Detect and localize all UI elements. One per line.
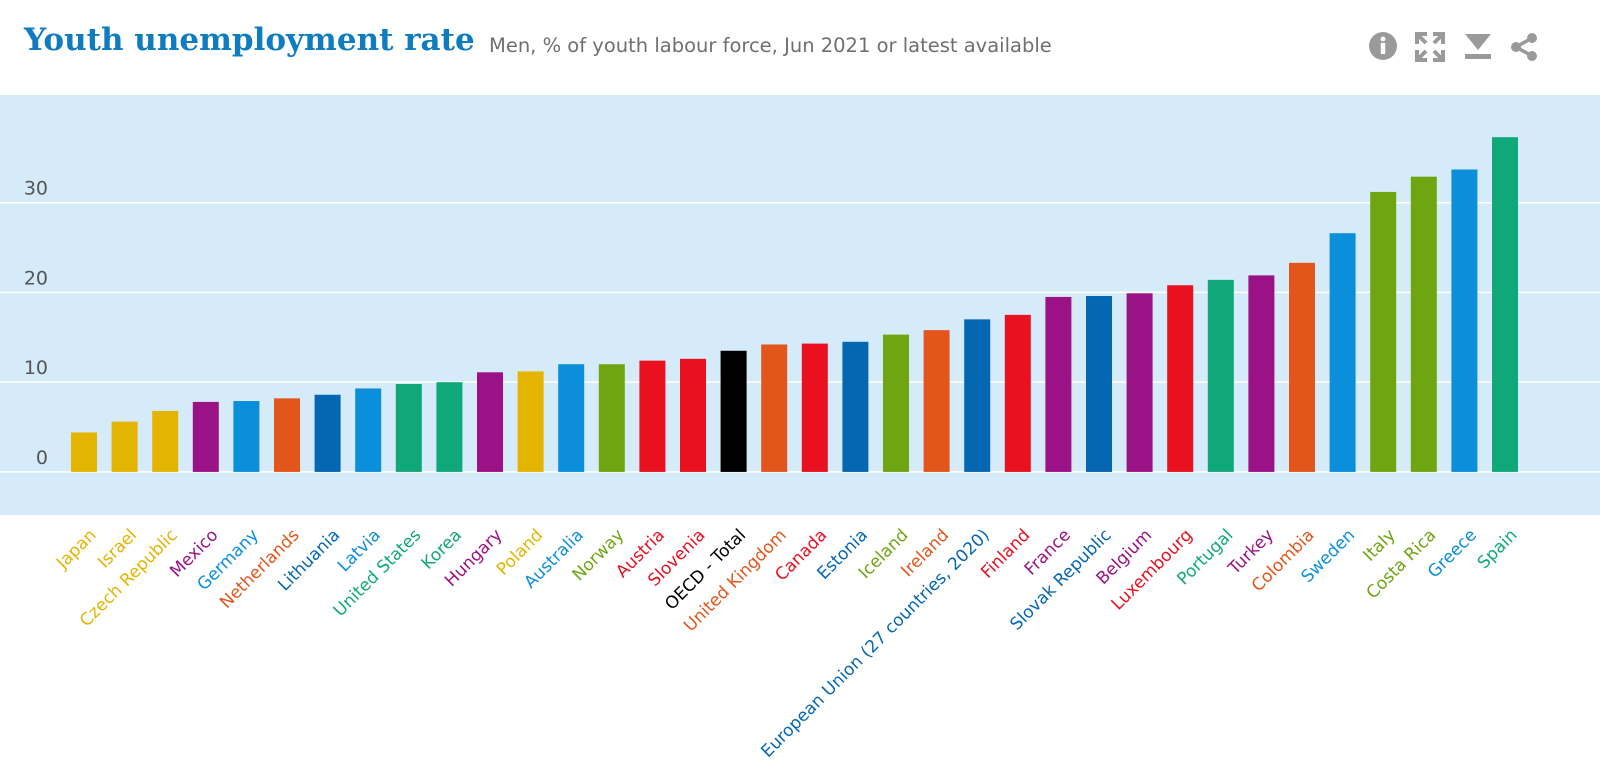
bar-spain[interactable]	[1492, 137, 1518, 472]
bar-finland[interactable]	[1004, 314, 1031, 472]
category-label: Japan	[52, 525, 100, 573]
info-icon	[1369, 32, 1397, 60]
bar-norway[interactable]	[598, 364, 625, 472]
share-button[interactable]	[1507, 30, 1541, 64]
bar-austria[interactable]	[639, 360, 666, 472]
bar-germany[interactable]	[233, 401, 260, 472]
bar-lithuania[interactable]	[314, 394, 341, 472]
bar-belgium[interactable]	[1126, 293, 1153, 472]
bar-italy[interactable]	[1370, 191, 1397, 472]
bar-korea[interactable]	[436, 382, 463, 472]
y-tick-label: 20	[24, 267, 48, 289]
chart-title: Youth unemployment rate	[24, 22, 475, 58]
bar-ireland[interactable]	[923, 330, 950, 472]
bar-costa-rica[interactable]	[1410, 176, 1437, 472]
bar-hungary[interactable]	[477, 372, 503, 472]
bar-greece[interactable]	[1451, 169, 1478, 472]
chart-toolbar	[1366, 30, 1546, 64]
expand-icon	[1415, 32, 1445, 62]
bar-colombia[interactable]	[1289, 262, 1315, 472]
bar-iceland[interactable]	[883, 334, 909, 472]
bar-slovak-republic[interactable]	[1086, 296, 1112, 472]
bar-japan[interactable]	[71, 432, 97, 472]
bar-united-states[interactable]	[395, 383, 422, 472]
bar-oecd-total[interactable]	[720, 350, 747, 472]
bar-estonia[interactable]	[842, 341, 869, 472]
bar-slovenia[interactable]	[680, 358, 706, 472]
fullscreen-button[interactable]	[1413, 30, 1447, 64]
bar-france[interactable]	[1045, 296, 1072, 472]
bar-united-kingdom[interactable]	[761, 344, 788, 472]
bar-canada[interactable]	[801, 343, 828, 472]
info-button[interactable]	[1366, 30, 1400, 64]
bar-mexico[interactable]	[192, 401, 219, 472]
y-tick-label: 30	[24, 178, 48, 200]
bar-european-union-27-countries-2020[interactable]	[964, 319, 991, 472]
chart-header: Youth unemployment rate Men, % of youth …	[0, 0, 1600, 95]
bar-australia[interactable]	[558, 364, 585, 472]
y-tick-label: 0	[36, 447, 48, 469]
bar-sweden[interactable]	[1329, 233, 1356, 472]
download-button[interactable]	[1461, 30, 1495, 64]
bar-latvia[interactable]	[355, 388, 382, 472]
download-icon	[1465, 34, 1491, 59]
y-axis-labels: 0 10 20 30	[24, 178, 48, 469]
y-tick-label: 10	[24, 357, 48, 379]
bars	[71, 137, 1518, 472]
bar-portugal[interactable]	[1207, 279, 1234, 472]
bar-israel[interactable]	[111, 421, 138, 472]
bar-czech-republic[interactable]	[152, 410, 179, 472]
bar-poland[interactable]	[517, 371, 544, 472]
bar-turkey[interactable]	[1248, 275, 1275, 472]
bar-netherlands[interactable]	[274, 398, 300, 472]
bar-luxembourg[interactable]	[1167, 285, 1194, 472]
category-label: Spain	[1474, 525, 1522, 573]
chart-subtitle: Men, % of youth labour force, Jun 2021 o…	[489, 34, 1052, 57]
share-icon	[1511, 33, 1537, 61]
